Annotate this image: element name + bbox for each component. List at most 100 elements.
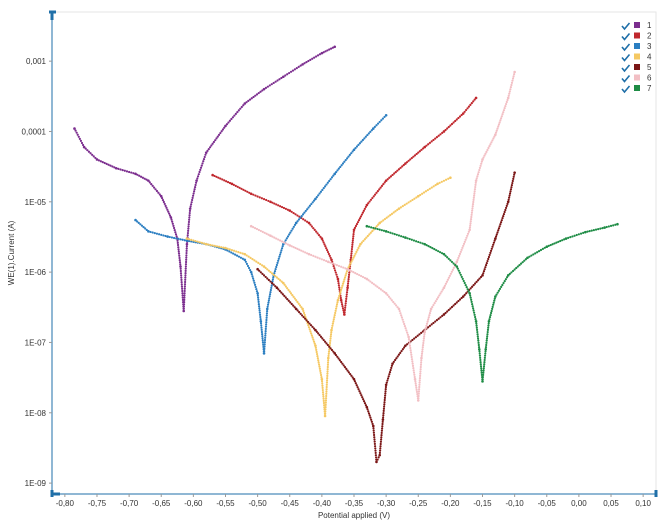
data-point [454, 119, 457, 123]
data-point [469, 218, 473, 221]
legend-item-5[interactable]: 5 [621, 63, 652, 73]
data-point [518, 263, 521, 267]
data-point [183, 239, 186, 242]
data-point [316, 54, 320, 57]
data-point [509, 88, 512, 91]
data-point [111, 165, 114, 168]
data-point [221, 128, 225, 131]
data-point [372, 195, 375, 198]
data-point [227, 121, 230, 124]
data-point [476, 175, 479, 178]
data-point [267, 278, 270, 282]
data-point [416, 194, 420, 198]
data-point [263, 338, 267, 342]
checkmark-icon[interactable] [621, 74, 631, 83]
data-point [333, 269, 337, 272]
data-point [162, 234, 165, 237]
data-point [419, 365, 422, 369]
data-point [330, 331, 333, 334]
legend-item-2[interactable]: 2 [621, 32, 652, 41]
data-point [342, 266, 345, 269]
data-point [486, 335, 489, 338]
data-point [506, 96, 510, 100]
data-point [347, 155, 350, 158]
data-point [358, 142, 362, 145]
data-point [506, 274, 510, 277]
checkmark-icon[interactable] [621, 22, 631, 31]
data-point [257, 298, 260, 301]
data-point [505, 276, 509, 279]
data-point [480, 371, 483, 374]
data-point [352, 235, 355, 238]
data-point [348, 269, 351, 272]
data-point [563, 238, 566, 241]
legend-item-3[interactable]: 3 [621, 42, 652, 52]
data-point [324, 408, 327, 411]
data-point [379, 449, 382, 452]
checkmark-icon[interactable] [621, 53, 631, 62]
data-point [329, 47, 333, 50]
data-point [373, 438, 376, 441]
data-point [378, 221, 382, 225]
data-point [308, 322, 311, 325]
x-axis-left-handle[interactable] [50, 490, 60, 497]
data-point [458, 115, 462, 118]
data-point [339, 298, 343, 302]
legend-item-7[interactable]: 7 [621, 84, 652, 94]
legend-item-1[interactable]: 1 [621, 21, 652, 31]
data-point [494, 295, 497, 298]
data-point [592, 229, 595, 232]
data-point [273, 236, 276, 239]
y-axis-top-handle[interactable] [49, 10, 56, 20]
data-point [317, 363, 321, 366]
data-point [354, 272, 357, 275]
data-point [140, 224, 144, 227]
data-point [352, 256, 355, 259]
data-point [187, 225, 190, 228]
checkmark-icon[interactable] [621, 32, 631, 41]
data-point [534, 252, 537, 255]
data-point [256, 292, 259, 295]
legend-item-6[interactable]: 6 [621, 74, 652, 83]
data-point [297, 302, 300, 305]
data-point [465, 236, 468, 239]
data-point [333, 172, 337, 176]
legend-item-4[interactable]: 4 [621, 53, 652, 62]
data-point [324, 412, 327, 415]
data-point [374, 227, 377, 230]
data-point [614, 223, 617, 226]
data-point [420, 356, 423, 360]
data-point [340, 265, 343, 268]
data-point [324, 401, 327, 404]
checkmark-icon[interactable] [621, 43, 631, 52]
data-point [300, 306, 303, 309]
data-point [510, 83, 513, 87]
data-point [322, 259, 326, 262]
data-point [420, 352, 424, 355]
data-point [484, 152, 487, 155]
data-point [277, 238, 280, 241]
data-point [469, 287, 472, 290]
data-point [455, 118, 458, 121]
data-point [261, 264, 264, 267]
data-point [361, 275, 365, 279]
data-point [196, 240, 199, 243]
data-point [360, 140, 363, 143]
x-tick-label: -0,50 [248, 499, 267, 508]
data-point [468, 226, 472, 229]
data-point [321, 388, 324, 392]
data-point [199, 168, 202, 171]
data-point [333, 267, 336, 270]
data-point [301, 307, 304, 311]
data-point [299, 216, 302, 219]
data-point [439, 292, 442, 295]
checkmark-icon[interactable] [621, 64, 631, 73]
data-point [193, 188, 196, 191]
data-point [289, 292, 293, 295]
data-point [239, 107, 242, 110]
checkmark-icon[interactable] [621, 85, 631, 94]
data-point [332, 318, 335, 321]
data-point [473, 282, 477, 285]
data-point [346, 288, 349, 292]
data-point [375, 460, 378, 464]
